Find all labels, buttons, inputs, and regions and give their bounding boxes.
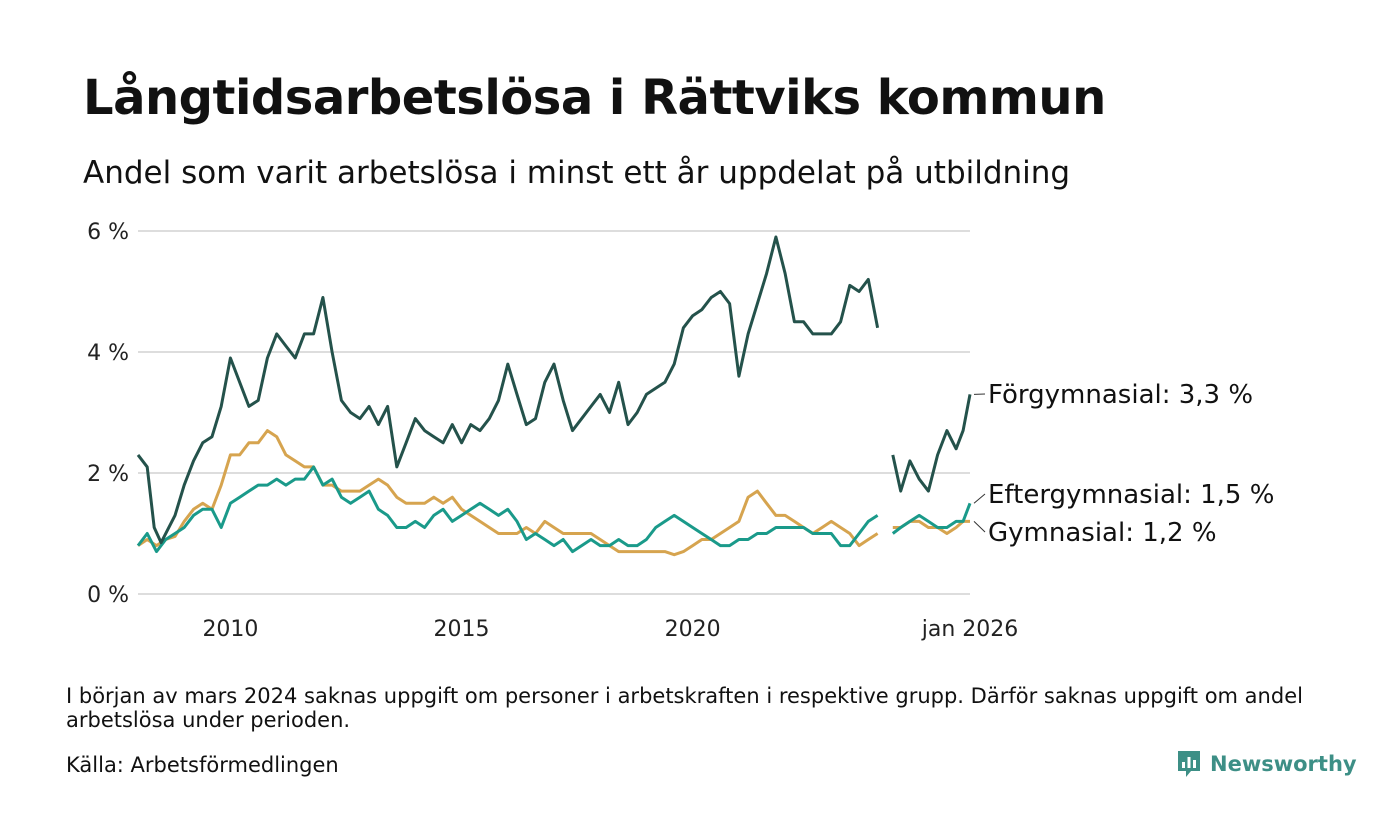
y-tick-label: 6 % xyxy=(87,220,129,245)
y-tick-label: 2 % xyxy=(87,462,129,487)
footnote: I början av mars 2024 saknas uppgift om … xyxy=(66,684,1303,732)
x-tick-label: jan 2026 xyxy=(921,617,1019,642)
chart-title: Långtidsarbetslösa i Rättviks kommun xyxy=(83,70,1106,126)
x-tick-label: 2015 xyxy=(434,617,490,642)
series-label-förgymnasial: Förgymnasial: 3,3 % xyxy=(988,380,1253,410)
newsworthy-logo: Newsworthy xyxy=(1176,749,1357,779)
x-tick-label: 2020 xyxy=(665,617,721,642)
series-line-gymnasial xyxy=(137,429,970,557)
newsworthy-logo-icon xyxy=(1178,751,1200,777)
series-label-eftergymnasial: Eftergymnasial: 1,5 % xyxy=(988,480,1274,510)
series-label-gymnasial: Gymnasial: 1,2 % xyxy=(988,518,1217,548)
y-tick-label: 0 % xyxy=(87,583,129,608)
label-leader-line xyxy=(973,521,986,533)
series-line-förgymnasial xyxy=(136,235,972,545)
y-tick-label: 4 % xyxy=(87,341,129,366)
line-chart: 0 % 2 % 4 % 6 % 2010 2015 2020 jan 2026 Förgym… xyxy=(87,220,1274,642)
series-line-eftergymnasial xyxy=(136,465,972,554)
chart-subtitle: Andel som varit arbetslösa i minst ett å… xyxy=(83,155,1071,191)
label-leader-line xyxy=(973,493,986,504)
source-text: Källa: Arbetsförmedlingen xyxy=(66,753,339,777)
x-tick-label: 2010 xyxy=(202,617,258,642)
newsworthy-brand: Newsworthy xyxy=(1210,752,1357,776)
